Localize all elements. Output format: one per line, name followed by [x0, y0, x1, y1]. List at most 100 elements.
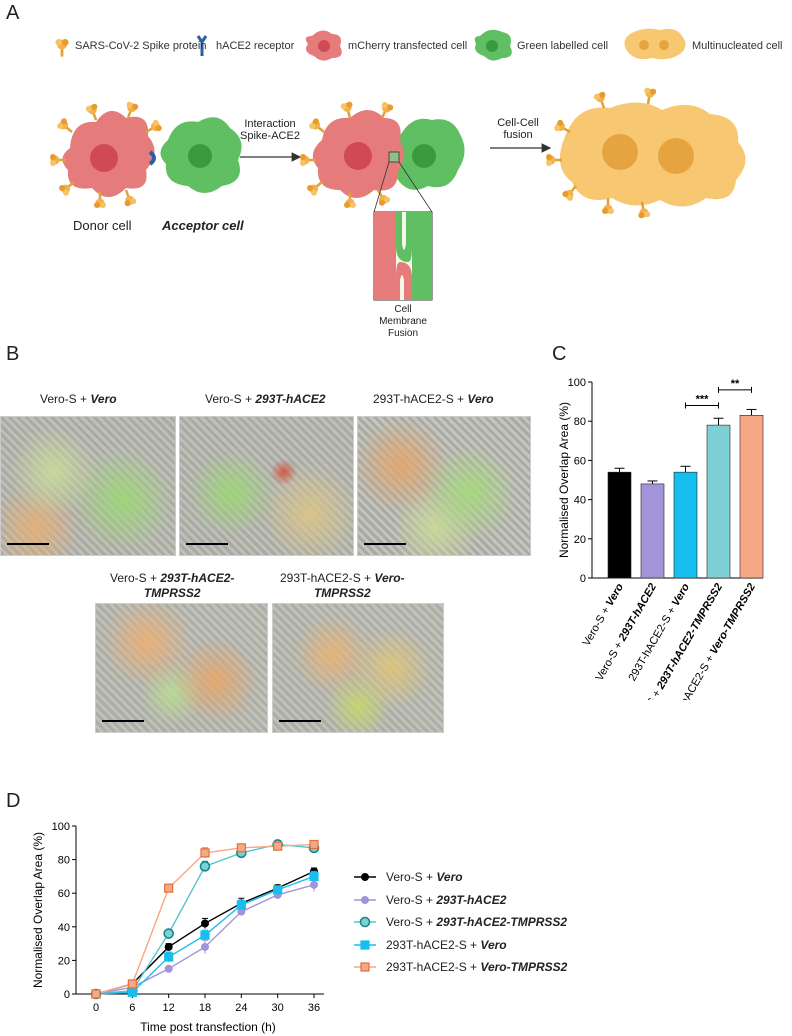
legend-swatch-marker [360, 873, 369, 882]
series-point-0 [164, 942, 173, 951]
bar-y-tick-label: 80 [574, 416, 586, 428]
donor-cell-icon [48, 99, 165, 210]
bar-4 [739, 415, 764, 579]
bar-3 [706, 424, 731, 579]
ace2-legend-icon [196, 35, 208, 56]
micro-caption-5: 293T-hACE2-S + Vero- TMPRSS2 [280, 571, 405, 600]
legend-multi-label: Multinucleated cell [692, 40, 783, 52]
significance-label: ** [731, 378, 740, 390]
legend-swatch-1 [354, 895, 376, 904]
line-y-tick-label: 40 [58, 922, 70, 934]
line-y-tick-label: 100 [52, 821, 70, 833]
acceptor-cell-label: Acceptor cell [162, 218, 244, 233]
micro-caption-3: 293T-hACE2-S + Vero [373, 392, 494, 406]
legend-swatch-marker [359, 916, 371, 928]
series-point-1 [309, 880, 318, 889]
significance-label: *** [696, 394, 710, 406]
panel-letter-a: A [6, 2, 20, 24]
line-y-tick-label: 20 [58, 955, 70, 967]
legend-swatch-0 [354, 873, 376, 882]
series-point-3 [309, 871, 319, 882]
series-point-1 [164, 964, 173, 973]
line-y-axis-label: Normalised Overlap Area (%) [31, 832, 45, 988]
fused-cell-icon [544, 85, 746, 221]
line-x-tick-label: 18 [199, 1002, 211, 1014]
series-point-4 [91, 989, 101, 999]
schematic-a [48, 28, 746, 301]
legend-label-3: 293T-hACE2-S + Vero [386, 937, 507, 952]
micrograph-vero-s-293t-tmprss2 [95, 603, 268, 733]
bar-y-axis-label: Normalised Overlap Area (%) [557, 402, 571, 558]
micrograph-293t-s-vero-tmprss2 [272, 603, 444, 733]
bar-category-label: 293T-hACE2-S + Vero [626, 581, 692, 683]
series-point-0 [200, 919, 209, 928]
line-chart-legend: Vero-S + Vero Vero-S + 293T-hACE2 Vero-S +… [352, 866, 567, 979]
mcherry-legend-icon [305, 30, 342, 61]
series-point-3 [200, 930, 210, 940]
micro-caption-2: Vero-S + 293T-hACE2 [205, 392, 326, 406]
bar-y-tick-label: 40 [574, 495, 586, 507]
green-legend-icon [474, 29, 512, 61]
line-y-tick-label: 80 [58, 855, 70, 867]
legend-spike-label: SARS-CoV-2 Spike protein [75, 40, 207, 52]
legend-label-1: Vero-S + 293T-hACE2 [386, 892, 507, 907]
bar-1 [640, 483, 665, 579]
series-point-4 [127, 979, 137, 989]
acceptor-cell-icon [160, 117, 242, 193]
legend-row-3: 293T-hACE2-S + Vero [352, 934, 567, 957]
legend-label-4: 293T-hACE2-S + Vero-TMPRSS2 [386, 960, 568, 975]
line-x-tick-label: 6 [129, 1002, 135, 1014]
legend-mcherry-label: mCherry transfected cell [348, 40, 468, 52]
line-x-tick-label: 36 [308, 1002, 320, 1014]
panel-letter-d: D [6, 790, 21, 812]
series-point-3 [236, 900, 246, 910]
series-point-4 [273, 841, 283, 851]
bar-y-tick-label: 0 [580, 573, 586, 585]
line-x-tick-label: 12 [163, 1002, 175, 1014]
line-chart-timecourse: 0 20 40 60 80 100 0 6 12 18 24 30 36 Normalised Overl… [31, 821, 324, 1034]
series-point-4 [309, 839, 319, 850]
legend-label-2: Vero-S + 293T-hACE2-TMPRSS2 [386, 915, 568, 930]
legend-swatch-marker [360, 962, 370, 972]
legend-label-0: Vero-S + Vero [386, 870, 463, 885]
legend-swatch-2 [354, 916, 376, 928]
bar-y-tick-label: 60 [574, 455, 586, 467]
membrane-fusion-label: Cell Membrane Fusion [379, 304, 427, 339]
ace2-contact-icon [148, 150, 156, 166]
multinucleated-legend-icon [624, 28, 686, 60]
micrograph-vero-s-vero [0, 416, 176, 556]
interaction-label: Interaction Spike-ACE2 [240, 118, 300, 142]
series-point-2 [199, 861, 211, 872]
micro-caption-4: Vero-S + 293T-hACE2- TMPRSS2 [110, 571, 235, 600]
donor-cell-label: Donor cell [73, 218, 132, 233]
line-x-axis-label: Time post transfection (h) [140, 1020, 276, 1034]
bar-y-tick-label: 100 [568, 377, 586, 389]
series-point-2 [163, 928, 174, 939]
legend-row-0: Vero-S + Vero [352, 866, 567, 889]
micrograph-vero-s-293t-hace2 [179, 416, 354, 556]
bar-category-label: Vero-S + 293T-hACE2 [594, 582, 660, 684]
legend-ace2-label: hACE2 receptor [216, 40, 295, 52]
bar-chart-24h: 24 hours post transfection020406080100No… [557, 377, 764, 700]
micrograph-293t-s-vero [357, 416, 531, 556]
fusion-label: Cell-Cell fusion [497, 117, 539, 141]
legend-swatch-marker [360, 895, 369, 904]
panel-letter-b: B [6, 343, 20, 365]
series-point-4 [200, 848, 210, 858]
series-point-4 [236, 843, 246, 853]
bar-2 [673, 471, 698, 579]
line-y-tick-label: 60 [58, 888, 70, 900]
line-y-tick-label: 0 [64, 989, 70, 1001]
membrane-fusion-inset-icon [373, 211, 433, 301]
legend-row-2: Vero-S + 293T-hACE2-TMPRSS2 [352, 911, 567, 934]
series-point-3 [273, 885, 283, 895]
series-point-3 [164, 952, 174, 962]
line-x-tick-label: 0 [93, 1002, 99, 1014]
panel-letter-c: C [552, 343, 567, 365]
micro-caption-1: Vero-S + Vero [40, 392, 117, 406]
series-point-3 [127, 987, 137, 997]
bar-0 [607, 471, 632, 579]
series-point-1 [200, 942, 209, 951]
line-x-tick-label: 24 [235, 1002, 247, 1014]
legend-swatch-3 [354, 940, 376, 950]
